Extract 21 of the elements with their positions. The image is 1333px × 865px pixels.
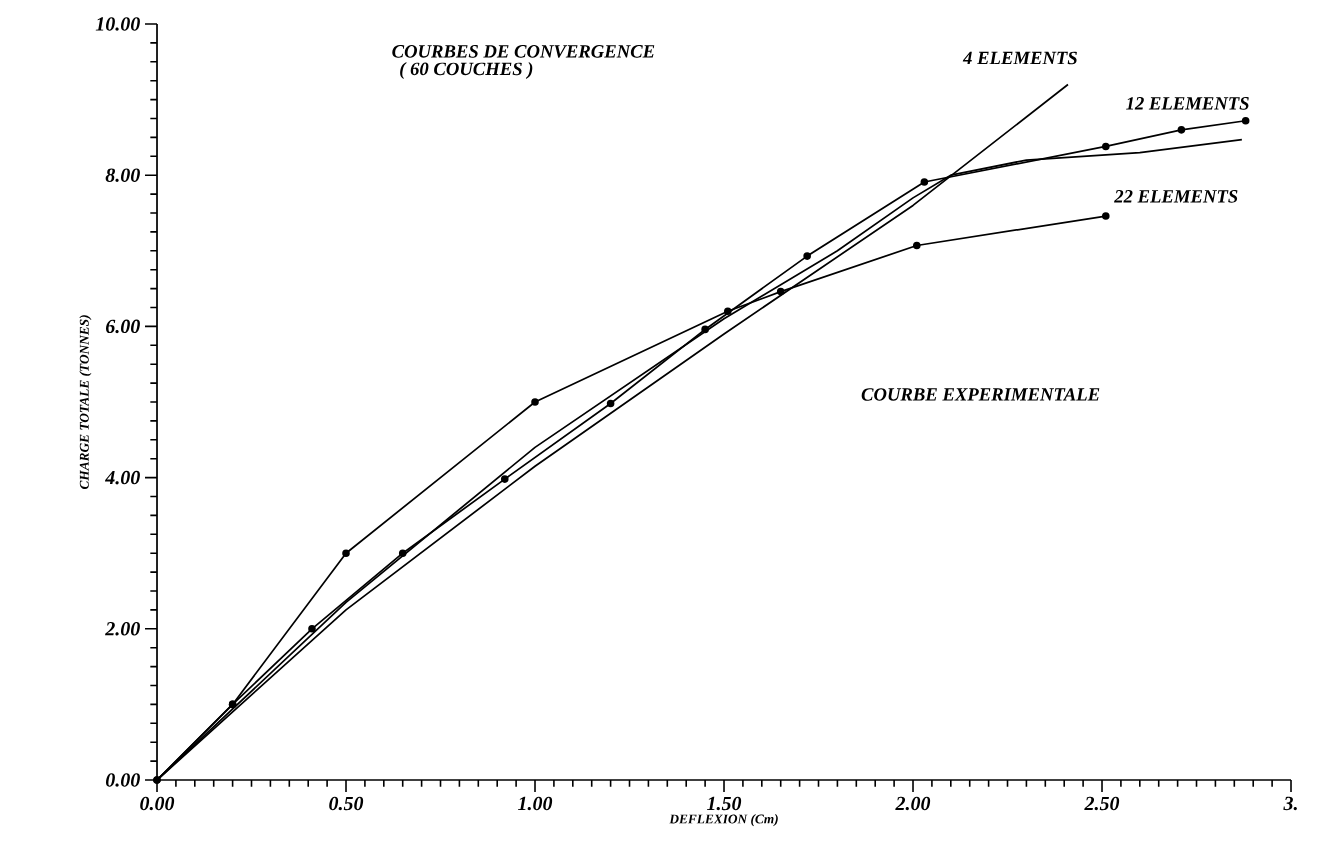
x-tick-label: 2.50 <box>1084 796 1120 811</box>
annotation: COURBE EXPERIMENTALE <box>861 388 1100 401</box>
x-tick-label: 0.50 <box>329 796 364 811</box>
x-tick-label: 2.00 <box>895 796 931 811</box>
y-tick-label: 0.00 <box>105 773 140 787</box>
y-tick-label: 8.00 <box>105 168 140 182</box>
series-label: 4 ELEMENTS <box>962 51 1077 65</box>
y-axis-title: CHARGE TOTALE (TONNES) <box>79 315 92 490</box>
x-tick-label: 3. <box>1283 796 1297 811</box>
text: ( 60 COUCHES ) <box>400 62 533 79</box>
y-tick-label: 6.00 <box>105 319 140 334</box>
x-axis-title: DEFLEXION (Cm) <box>669 814 778 827</box>
y-tick-label: 10.00 <box>95 17 140 31</box>
x-tick-label: 1.50 <box>706 796 742 811</box>
series-label: 12 ELEMENTS <box>1126 97 1249 110</box>
x-tick-label: 1.00 <box>517 796 553 811</box>
text: COURBES DE CONVERGENCE <box>392 45 655 58</box>
y-tick-label: 4.00 <box>104 470 140 485</box>
series-label: 22 ELEMENTS <box>1114 190 1238 203</box>
y-tick-label: 2.00 <box>105 622 140 636</box>
x-tick-label: 0.00 <box>140 796 175 811</box>
